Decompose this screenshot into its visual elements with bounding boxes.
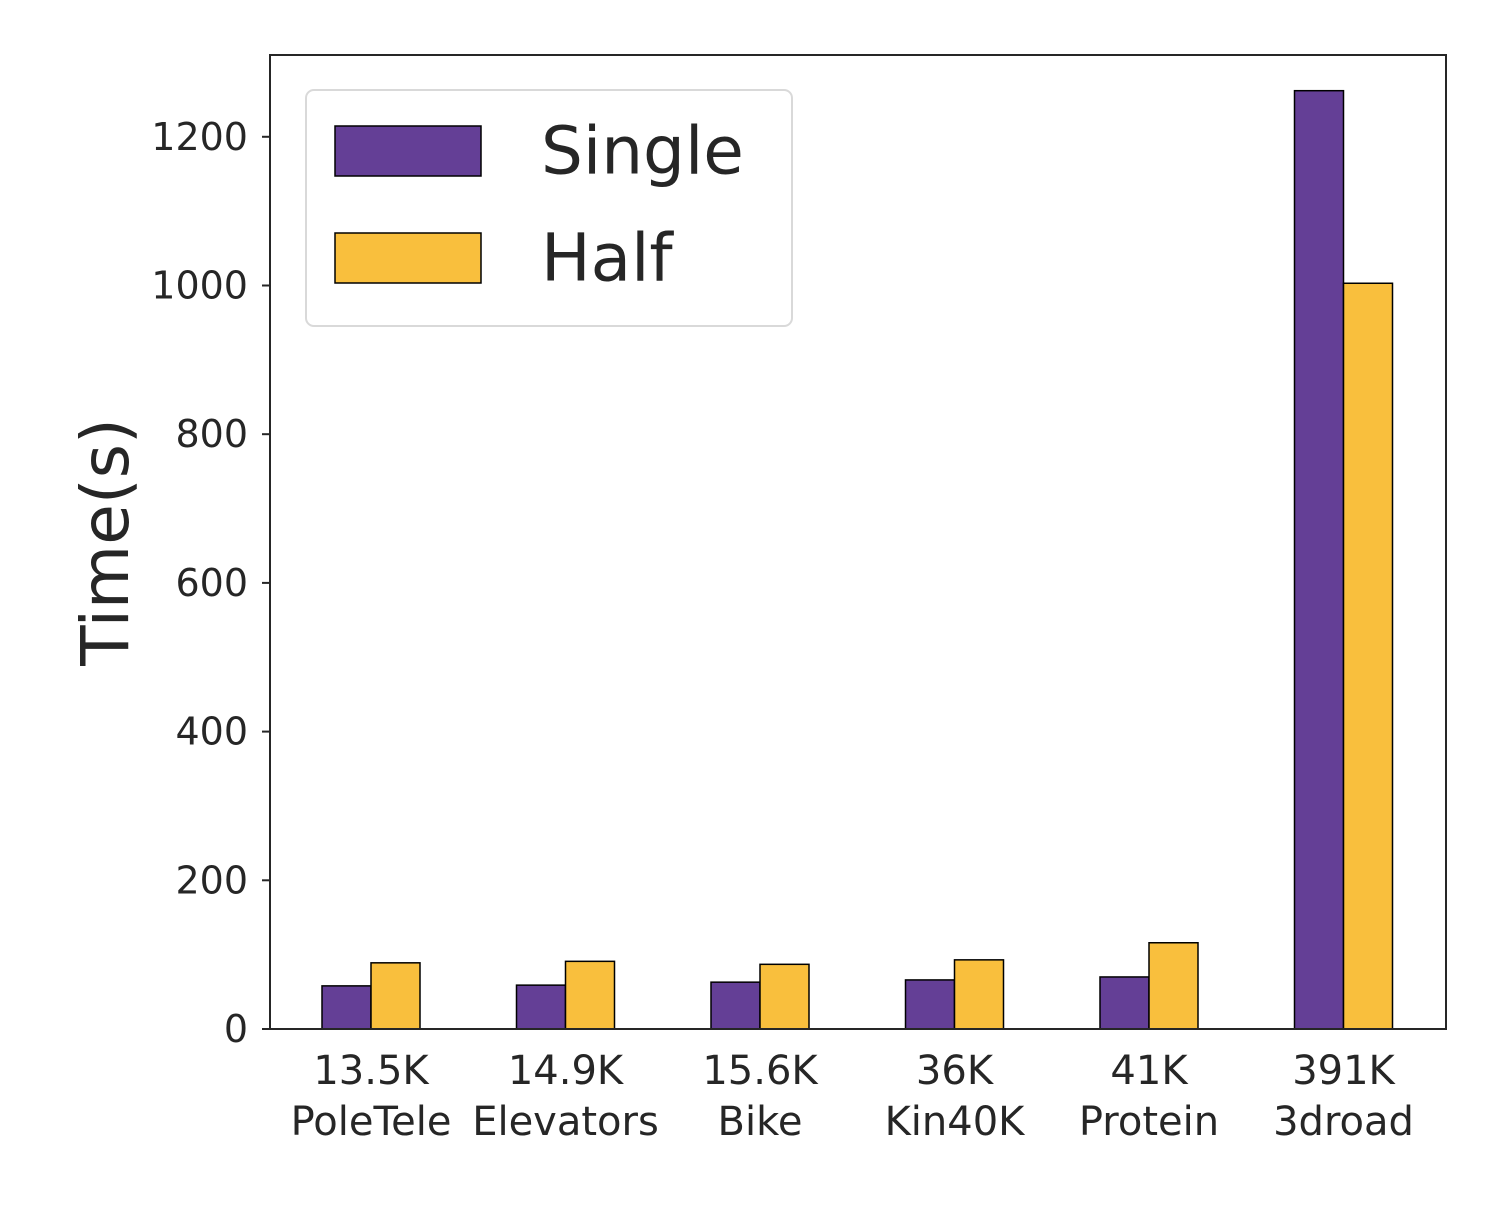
y-tick-label: 400 — [175, 710, 248, 754]
x-tick-label-size: 36K — [916, 1048, 995, 1094]
legend-swatch-half — [334, 232, 482, 284]
y-tick-label: 1000 — [151, 263, 248, 307]
x-tick-label-name: PoleTele — [291, 1099, 452, 1145]
bar-half-3droad — [1342, 282, 1394, 1030]
y-ticks: 0 200 400 600 800 1000 1200 — [151, 115, 270, 1051]
plot-frame — [269, 54, 1447, 1030]
legend-label-half: Half — [541, 220, 674, 297]
bar-half-elevators — [564, 960, 616, 1030]
y-axis-label: Time(s) — [67, 418, 144, 666]
bar-single-elevators — [515, 984, 567, 1030]
bar-single-3droad — [1293, 89, 1345, 1030]
x-tick-label-size: 15.6K — [702, 1048, 819, 1094]
x-tick-label-size: 14.9K — [508, 1048, 625, 1094]
bar-single-kin40k — [904, 979, 956, 1030]
bar-single-poletele — [321, 985, 372, 1030]
x-tick-label-size: 41K — [1110, 1048, 1189, 1094]
bar-single-bike — [710, 981, 761, 1030]
x-tick-label-name: 3droad — [1273, 1099, 1414, 1145]
y-tick-label: 600 — [175, 561, 248, 605]
y-tick-label: 200 — [175, 858, 248, 902]
bar-half-kin40k — [953, 959, 1005, 1030]
bars-layer — [321, 89, 1394, 1030]
legend: Single Half — [305, 89, 793, 327]
y-tick-label: 1200 — [151, 115, 248, 159]
y-tick-label: 800 — [175, 412, 248, 456]
x-tick-label-name: Kin40K — [885, 1099, 1027, 1145]
x-tick-label-name: Elevators — [472, 1099, 659, 1145]
legend-swatch-single — [334, 125, 482, 177]
x-tick-label-name: Bike — [718, 1099, 803, 1145]
bar-single-protein — [1099, 976, 1150, 1030]
bar-half-poletele — [370, 962, 421, 1030]
axes-layer — [269, 54, 1447, 1030]
bar-half-bike — [759, 963, 810, 1030]
bar-half-protein — [1148, 942, 1199, 1030]
legend-label-single: Single — [541, 113, 744, 190]
y-tick-label: 0 — [224, 1007, 248, 1051]
x-ticks: 13.5K PoleTele 14.9K Elevators 15.6K Bike 36K K… — [291, 1048, 1414, 1145]
x-tick-label-name: Protein — [1079, 1099, 1219, 1145]
x-tick-label-size: 391K — [1292, 1048, 1396, 1094]
x-tick-label-size: 13.5K — [313, 1048, 430, 1094]
